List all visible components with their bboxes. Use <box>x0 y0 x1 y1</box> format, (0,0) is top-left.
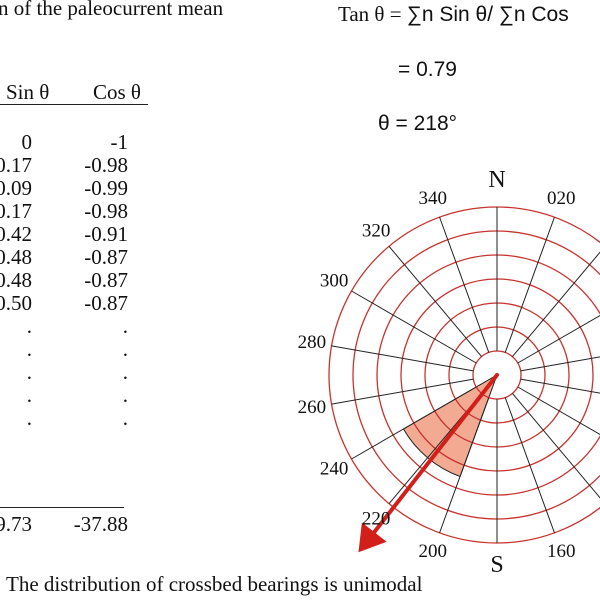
rose-spoke <box>504 397 555 534</box>
sin-value: 0.17 <box>0 153 32 177</box>
heading: n of the paleocurrent mean <box>0 0 224 20</box>
bearing-label: 260 <box>298 397 327 418</box>
bearing-label: 020 <box>547 188 576 209</box>
rose-spoke <box>331 378 474 405</box>
mean-vector-arrow <box>367 373 499 541</box>
rose-spoke <box>351 386 477 460</box>
sum-cos-value: -37.88 <box>73 512 128 536</box>
bearing-label: 160 <box>547 541 576 562</box>
bearing-label: 300 <box>320 271 349 292</box>
sum-divider <box>0 507 124 508</box>
formula-lhs: Tan θ = <box>338 2 407 26</box>
result-theta: θ = 218° <box>378 112 458 135</box>
cos-value: . <box>122 360 128 384</box>
cos-value: -0.87 <box>84 291 128 315</box>
sin-value: 0.17 <box>0 199 32 223</box>
cos-value: -0.87 <box>84 268 128 292</box>
rose-ring <box>376 254 600 496</box>
cos-value: . <box>122 406 128 430</box>
cos-value: -0.91 <box>84 222 128 246</box>
cos-value: . <box>122 337 128 361</box>
rose-ring <box>328 206 600 544</box>
bearing-label: 340 <box>418 188 447 209</box>
column-header-sin: Sin θ <box>6 80 50 104</box>
formula: Tan θ = ∑n Sin θ/ ∑n Cos <box>338 2 569 27</box>
cos-value: -0.99 <box>84 176 128 200</box>
bearing-label: 280 <box>298 332 327 353</box>
sin-value: 0.42 <box>0 222 32 246</box>
sum-sin-value: 9.73 <box>0 512 32 536</box>
sin-value: 0 <box>21 130 33 154</box>
header-divider <box>0 104 148 105</box>
sin-value: 0.48 <box>0 245 32 269</box>
rose-spoke <box>439 397 490 534</box>
sin-value: . <box>26 337 32 361</box>
sin-value: . <box>26 360 32 384</box>
mean-vector-arrowhead <box>358 522 387 553</box>
bearing-label: 320 <box>362 220 391 241</box>
rose-spoke <box>520 378 600 394</box>
cos-value: -0.87 <box>84 245 128 269</box>
sin-value: 0.50 <box>0 291 32 315</box>
rose-spoke <box>512 251 600 357</box>
bearing-label: 200 <box>418 541 447 562</box>
rose-spoke <box>331 345 474 372</box>
conclusion: The distribution of crossbed bearings is… <box>6 572 423 596</box>
rose-spoke <box>520 356 600 372</box>
cos-value: -0.98 <box>84 153 128 177</box>
cos-value: . <box>122 314 128 338</box>
formula-rhs: ∑n Sin θ/ ∑n Cos <box>406 3 569 26</box>
bearing-label: 240 <box>320 459 349 480</box>
cos-value: -1 <box>110 130 129 154</box>
bearing-label: 220 <box>362 509 391 530</box>
result-ratio: = 0.79 <box>398 58 457 81</box>
cos-value: . <box>122 383 128 407</box>
cos-value: -0.98 <box>84 199 128 223</box>
sin-value: . <box>26 406 32 430</box>
rose-spoke <box>504 216 555 353</box>
south-label: S <box>490 552 503 578</box>
rose-spoke <box>439 216 490 353</box>
sin-value: 0.48 <box>0 268 32 292</box>
north-label: N <box>488 167 505 193</box>
sin-value: . <box>26 383 32 407</box>
sin-value: . <box>26 314 32 338</box>
column-header-cos: Cos θ <box>93 80 141 104</box>
rose-spoke <box>351 290 477 364</box>
rose-spoke <box>517 386 600 436</box>
rose-spoke <box>517 314 600 364</box>
rose-spoke <box>512 393 600 499</box>
rose-spoke <box>388 245 482 357</box>
sin-value: 0.09 <box>0 176 32 200</box>
